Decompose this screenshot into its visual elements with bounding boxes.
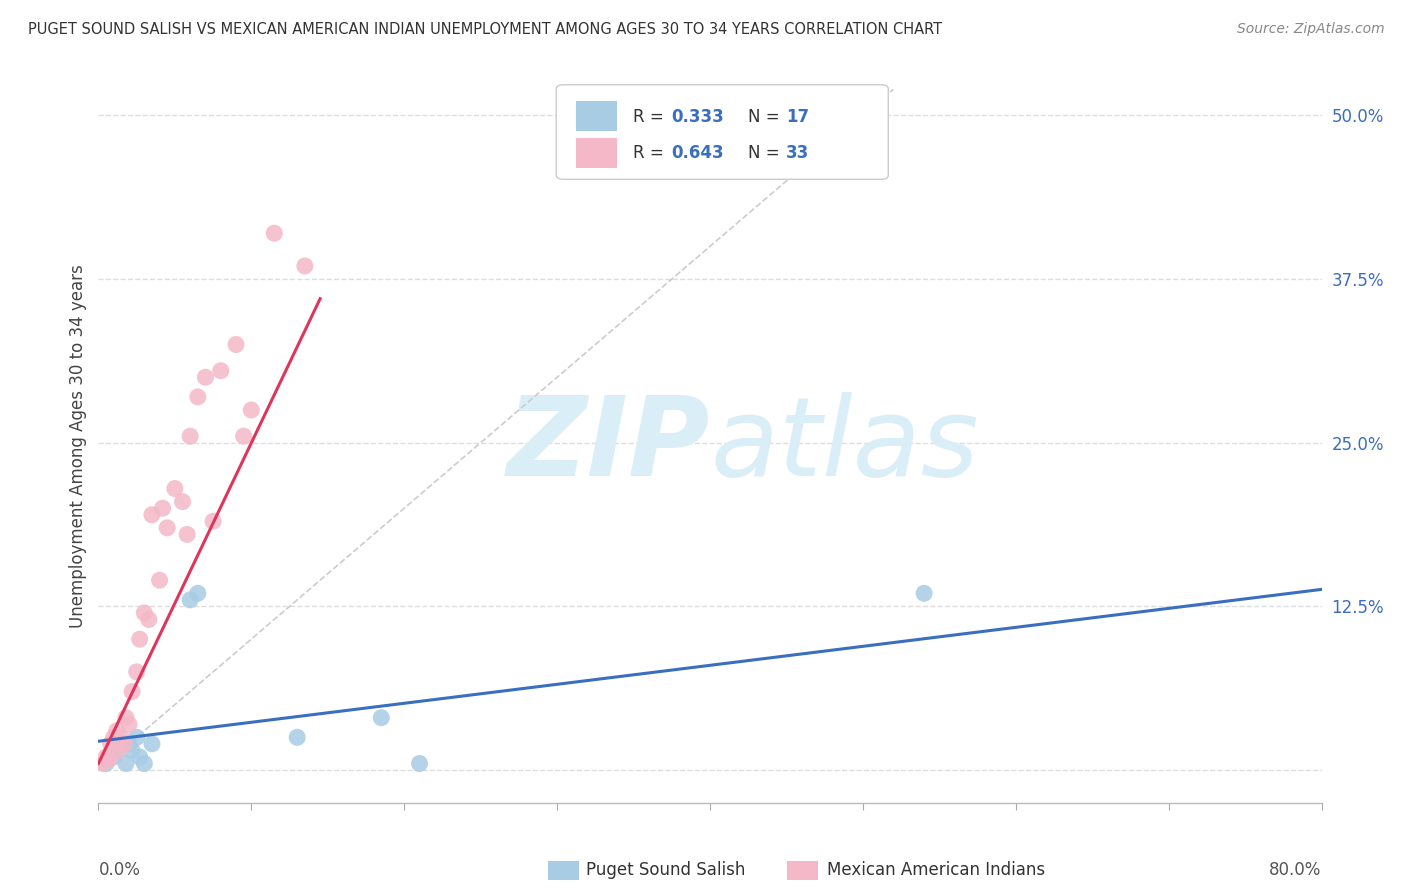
Point (125, 731, 148, 745)
Point (103, 750, 125, 764)
Point (105, 743, 128, 757)
Point (179, 429, 201, 443)
Point (187, 390, 209, 404)
Point (100, 737, 122, 751)
Point (187, 586, 209, 600)
Point (107, 743, 129, 757)
Text: atlas: atlas (710, 392, 979, 500)
Text: ZIP: ZIP (506, 392, 710, 500)
Point (209, 364, 232, 378)
Text: Source: ZipAtlas.com: Source: ZipAtlas.com (1237, 22, 1385, 37)
Point (194, 370, 217, 384)
Y-axis label: Unemployment Among Ages 30 to 34 years: Unemployment Among Ages 30 to 34 years (69, 264, 87, 628)
Text: 80.0%: 80.0% (1270, 861, 1322, 879)
Point (110, 737, 132, 751)
Point (172, 494, 194, 508)
Point (156, 521, 179, 535)
Text: 0.0%: 0.0% (98, 861, 141, 879)
Text: N =: N = (748, 145, 785, 162)
Point (91, 756, 114, 771)
Point (134, 756, 156, 771)
Point (294, 259, 316, 273)
Point (105, 723, 128, 738)
Point (112, 737, 135, 751)
Text: PUGET SOUND SALISH VS MEXICAN AMERICAN INDIAN UNEMPLOYMENT AMONG AGES 30 TO 34 Y: PUGET SOUND SALISH VS MEXICAN AMERICAN I… (28, 22, 942, 37)
Text: 17: 17 (786, 108, 808, 126)
Point (912, 586, 935, 600)
Point (141, 508, 163, 522)
Point (141, 737, 163, 751)
Text: 0.643: 0.643 (672, 145, 724, 162)
Point (121, 743, 143, 757)
Point (125, 665, 148, 679)
Point (121, 684, 143, 698)
Point (176, 527, 198, 541)
Point (179, 592, 201, 607)
Point (134, 606, 156, 620)
Point (225, 337, 247, 351)
Text: R =: R = (633, 145, 669, 162)
Point (118, 717, 141, 731)
Point (103, 731, 125, 745)
Point (118, 737, 141, 751)
Point (408, 756, 430, 771)
Point (115, 756, 138, 771)
Point (232, 429, 254, 443)
Text: Puget Sound Salish: Puget Sound Salish (586, 861, 745, 879)
Point (94, 750, 117, 764)
Text: N =: N = (748, 108, 785, 126)
Point (163, 482, 186, 496)
Text: 33: 33 (786, 145, 808, 162)
Point (202, 514, 225, 528)
Text: 0.333: 0.333 (672, 108, 724, 126)
Point (98, 753, 121, 767)
Point (149, 573, 172, 587)
Point (285, 731, 308, 745)
Point (128, 750, 150, 764)
Point (115, 711, 138, 725)
Point (138, 612, 160, 626)
Point (370, 711, 392, 725)
Point (263, 226, 285, 240)
Text: R =: R = (633, 108, 669, 126)
Text: Mexican American Indians: Mexican American Indians (827, 861, 1045, 879)
Point (152, 501, 174, 516)
Point (240, 403, 263, 417)
Point (110, 731, 132, 745)
Point (128, 632, 150, 647)
Point (94, 756, 117, 771)
